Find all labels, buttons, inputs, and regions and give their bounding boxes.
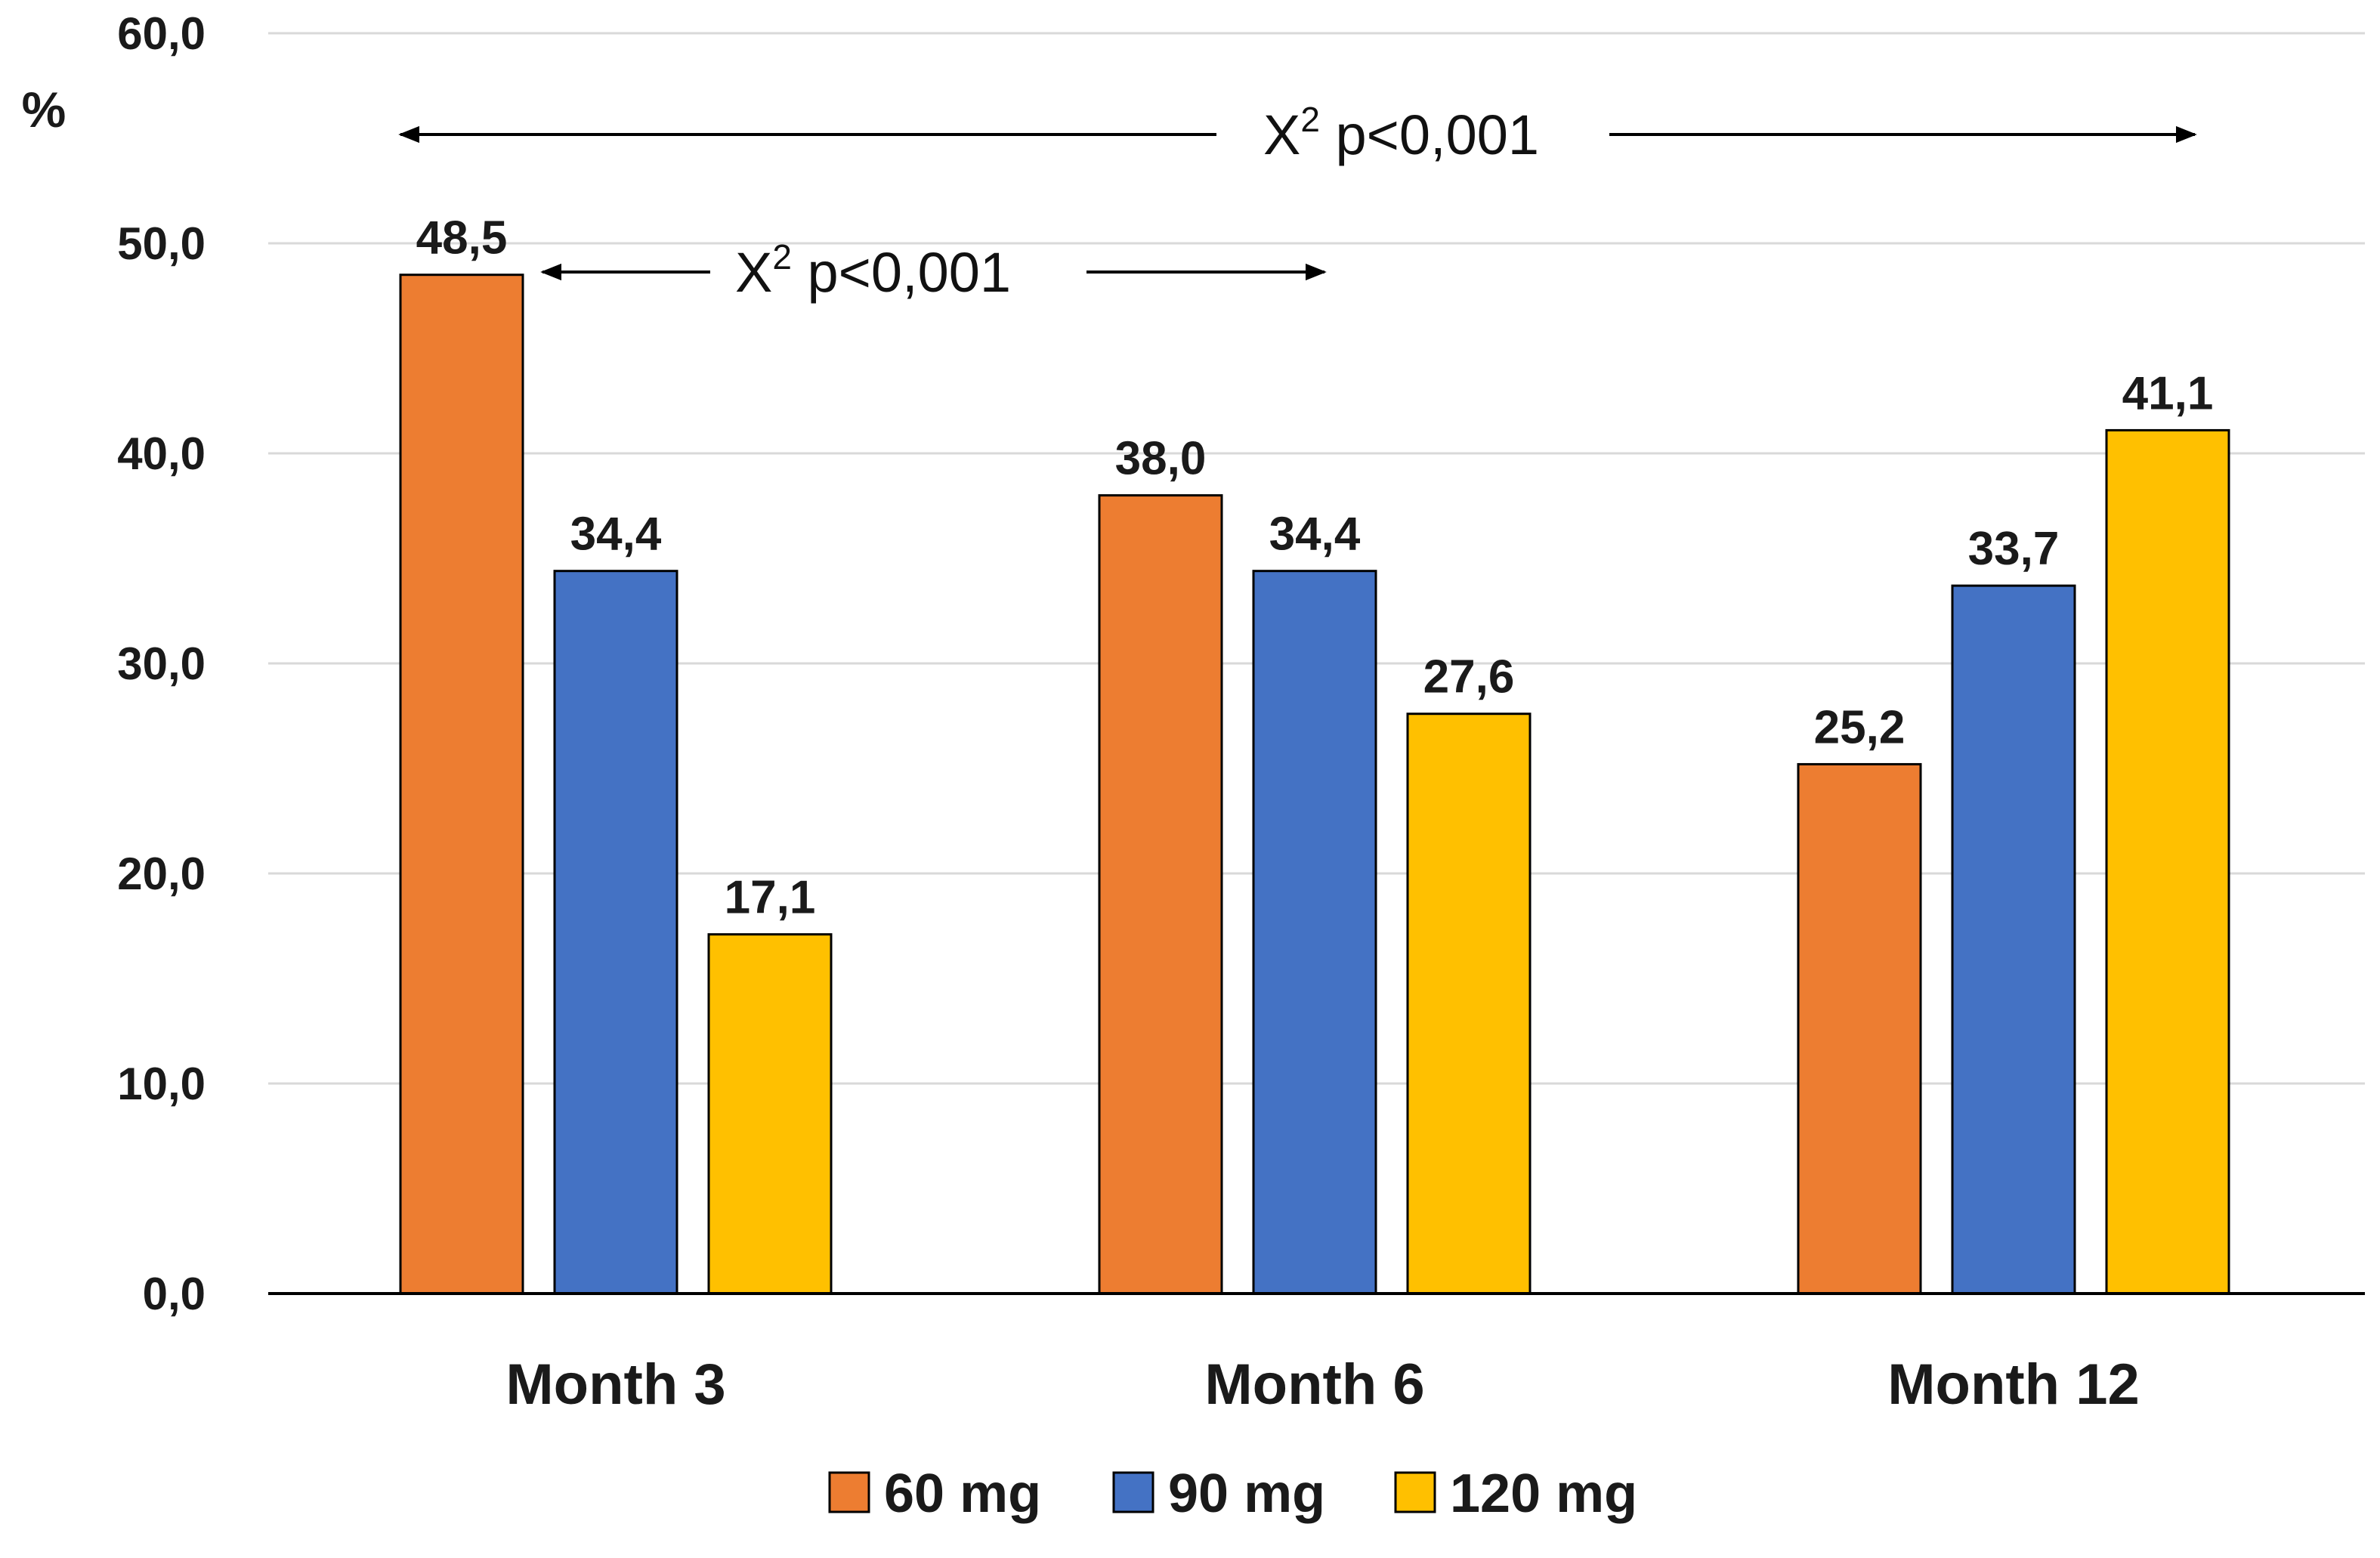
y-tick-label: 30,0 [117, 638, 206, 689]
annotation-pvalue: p<0,001 [1320, 104, 1539, 166]
annotation-superscript: 2 [772, 237, 792, 277]
x-tick-label: Month 12 [1887, 1352, 2140, 1417]
data-label: 38,0 [1115, 433, 1207, 485]
data-label: 17,1 [725, 872, 816, 924]
bar-120mg-month-12 [2105, 428, 2230, 1295]
bar-90mg-month-3 [553, 570, 678, 1295]
data-label: 34,4 [570, 509, 662, 561]
annotation-text: X2 p<0,001 [1263, 100, 1539, 166]
bar-60mg-month-12 [1797, 762, 1922, 1295]
data-label: 41,1 [2122, 367, 2214, 419]
annotation-pvalue: p<0,001 [792, 241, 1011, 304]
x-tick-label: Month 6 [1204, 1352, 1424, 1417]
data-label: 25,2 [1814, 701, 1906, 753]
y-tick-label: 40,0 [117, 428, 206, 479]
data-label: 33,7 [1968, 523, 2060, 575]
data-label: 48,5 [416, 212, 508, 264]
legend-label: 120 mg [1450, 1464, 1637, 1524]
bar-90mg-month-12 [1951, 584, 2076, 1295]
legend-label: 60 mg [884, 1464, 1041, 1524]
bar-60mg-month-3 [399, 274, 524, 1295]
legend-label: 90 mg [1168, 1464, 1325, 1524]
annotation-text: X2 p<0,001 [735, 237, 1011, 304]
data-label: 34,4 [1269, 509, 1361, 561]
bar-60mg-month-6 [1098, 494, 1223, 1295]
y-tick-label: 60,0 [117, 8, 206, 59]
bar-120mg-month-6 [1406, 713, 1532, 1295]
data-label: 27,6 [1423, 651, 1515, 703]
legend-swatch [828, 1471, 870, 1513]
x-tick-label: Month 3 [505, 1352, 725, 1417]
y-tick-label: 10,0 [117, 1059, 206, 1109]
bar-90mg-month-6 [1252, 570, 1377, 1295]
annotation-symbol: X [735, 241, 772, 304]
y-tick-label: 50,0 [117, 218, 206, 269]
legend-swatch [1394, 1471, 1436, 1513]
legend-swatch [1112, 1471, 1154, 1513]
annotation-symbol: X [1263, 104, 1300, 166]
annotation-superscript: 2 [1300, 100, 1320, 139]
bar-120mg-month-3 [707, 933, 833, 1295]
y-tick-label: 0,0 [143, 1269, 206, 1319]
y-tick-label: 20,0 [117, 849, 206, 899]
y-axis-label: % [22, 82, 66, 138]
